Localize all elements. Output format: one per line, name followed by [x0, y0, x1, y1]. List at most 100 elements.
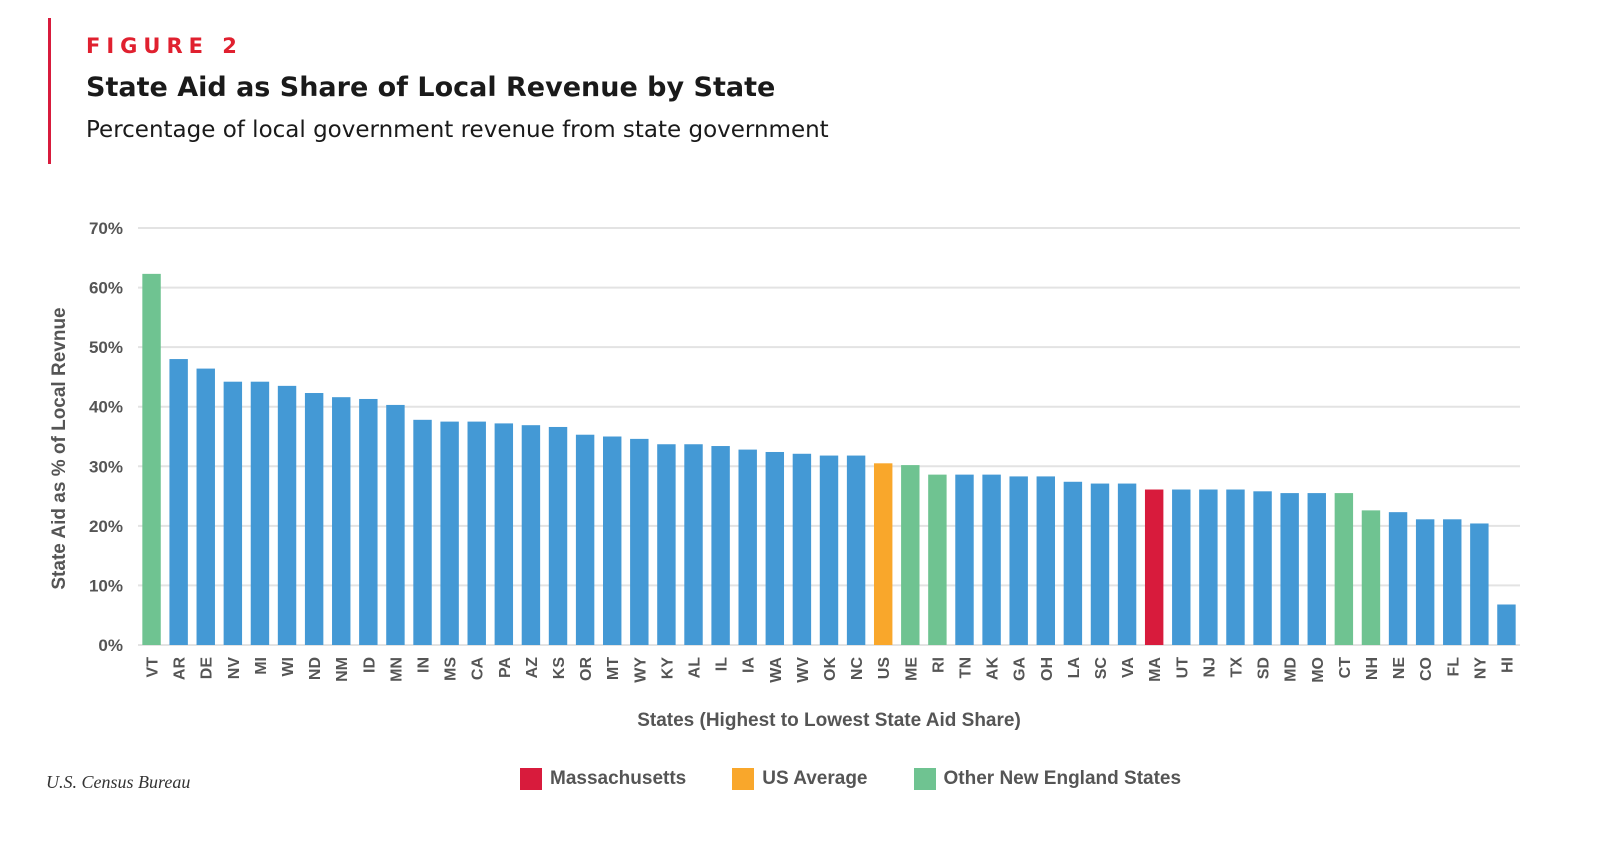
x-tick-label: IN [416, 657, 433, 673]
x-tick-label: NE [1391, 657, 1408, 680]
x-tick-label: WI [280, 657, 297, 677]
legend-item-new-england: Other New England States [913, 768, 1182, 790]
bar-tx [1226, 489, 1245, 645]
x-tick-label: AR [172, 657, 189, 681]
bar-sc [1090, 483, 1110, 645]
x-tick-label: ND [307, 657, 324, 680]
legend-swatch [732, 768, 755, 790]
x-tick-label: FL [1445, 657, 1462, 677]
y-tick-label: 40% [89, 398, 123, 417]
chart-title: State Aid as Share of Local Revenue by S… [86, 72, 776, 103]
y-tick-label: 50% [89, 338, 123, 357]
bar-sd [1253, 491, 1272, 645]
bar-wa [765, 451, 785, 645]
bar-ny [1470, 523, 1489, 645]
bar-hi [1497, 604, 1516, 645]
x-tick-label: PA [497, 657, 514, 678]
bar-ks [548, 426, 568, 645]
x-axis-label: States (Highest to Lowest State Aid Shar… [637, 710, 1021, 731]
bar-ms [440, 421, 459, 645]
legend-label: Massachusetts [550, 768, 687, 789]
bar-id [359, 398, 378, 645]
bar-chart: 0% 10% 20% 30% 40% 50% 60% 70% VT AR DE NV MI WI ND NM I… [49, 219, 1520, 731]
y-tick-label: 0% [98, 636, 123, 655]
legend-label: Other New England States [943, 768, 1182, 789]
bar-ri [928, 474, 947, 645]
x-tick-label: SD [1256, 657, 1273, 679]
x-tick-label: MA [1147, 657, 1164, 682]
bar-me [901, 465, 920, 645]
x-tick-label: OK [822, 657, 839, 681]
x-tick-label: OH [1039, 657, 1056, 681]
x-tick-label: MD [1283, 657, 1300, 682]
x-tick-label: LA [1066, 657, 1083, 679]
bar-va [1117, 483, 1137, 645]
bar-tn [955, 474, 974, 645]
y-axis-label: State Aid as % of Local Revnue [49, 307, 70, 589]
bar-ky [657, 444, 676, 645]
x-tick-label: KS [551, 657, 568, 680]
x-tick-label: TN [957, 657, 974, 678]
x-tick-label: NJ [1201, 657, 1218, 677]
y-tick-label: 10% [89, 576, 123, 595]
bar-ia [738, 449, 757, 645]
x-tick-label: ID [361, 657, 378, 673]
bar-ne [1388, 512, 1408, 645]
x-tick-label: CO [1418, 657, 1435, 681]
x-tick-label: MT [605, 657, 622, 680]
legend: Massachusetts US Average Other New Engla… [520, 768, 1181, 790]
bar-wv [792, 453, 812, 645]
y-tick-label: 70% [89, 219, 123, 238]
bar-md [1280, 493, 1299, 645]
x-tick-label: OR [578, 657, 595, 681]
bar-ga [1009, 476, 1028, 645]
bar-ca [467, 421, 486, 645]
legend-item-us-average: US Average [732, 768, 868, 790]
bar-us [873, 463, 893, 645]
x-tick-label: MO [1310, 657, 1327, 683]
x-tick-label: IL [714, 657, 731, 671]
x-tick-label: NH [1364, 657, 1381, 680]
x-tick-label: WA [768, 657, 785, 683]
bar-oh [1036, 476, 1055, 645]
bar-ak [982, 474, 1001, 645]
bar-fl [1443, 519, 1462, 645]
x-tick-label: KY [659, 657, 676, 680]
x-tick-label: CA [470, 657, 487, 681]
bar-wi [277, 385, 297, 645]
bar-pa [494, 423, 514, 645]
bar-nc [846, 455, 866, 645]
x-tick-label: NY [1472, 657, 1489, 680]
x-tick-label: NV [226, 657, 243, 680]
bar-wy [630, 438, 649, 645]
bar-ar [169, 359, 188, 645]
bar-mo [1307, 493, 1326, 645]
bar-co [1415, 519, 1435, 645]
bar-al [684, 444, 703, 645]
x-tick-label: HI [1499, 657, 1516, 673]
bar-or [575, 434, 595, 645]
x-tick-label: VA [1120, 657, 1137, 678]
bar-vt [142, 273, 161, 645]
x-tick-label: IA [741, 657, 758, 673]
x-tick-label: NC [849, 657, 866, 681]
x-tick-label: AL [687, 657, 704, 679]
x-tick-label: MI [253, 657, 270, 675]
x-tick-label: AK [985, 657, 1002, 681]
figure-label: FIGURE 2 [86, 34, 243, 58]
bar-nj [1199, 489, 1218, 645]
bar-nh [1361, 510, 1381, 645]
legend-swatch [913, 768, 936, 790]
bar-mn [386, 404, 405, 645]
bar-az [521, 425, 541, 645]
source-note: U.S. Census Bureau [46, 772, 191, 792]
bar-la [1063, 481, 1083, 645]
bar-de [196, 368, 215, 645]
x-tick-label: UT [1174, 657, 1191, 679]
x-tick-label: MN [388, 657, 405, 682]
bar-mi [250, 381, 270, 645]
legend-item-massachusetts: Massachusetts [520, 768, 686, 790]
bar-ma [1144, 489, 1164, 645]
x-tick-label: MS [443, 657, 460, 681]
bar-il [711, 446, 730, 645]
